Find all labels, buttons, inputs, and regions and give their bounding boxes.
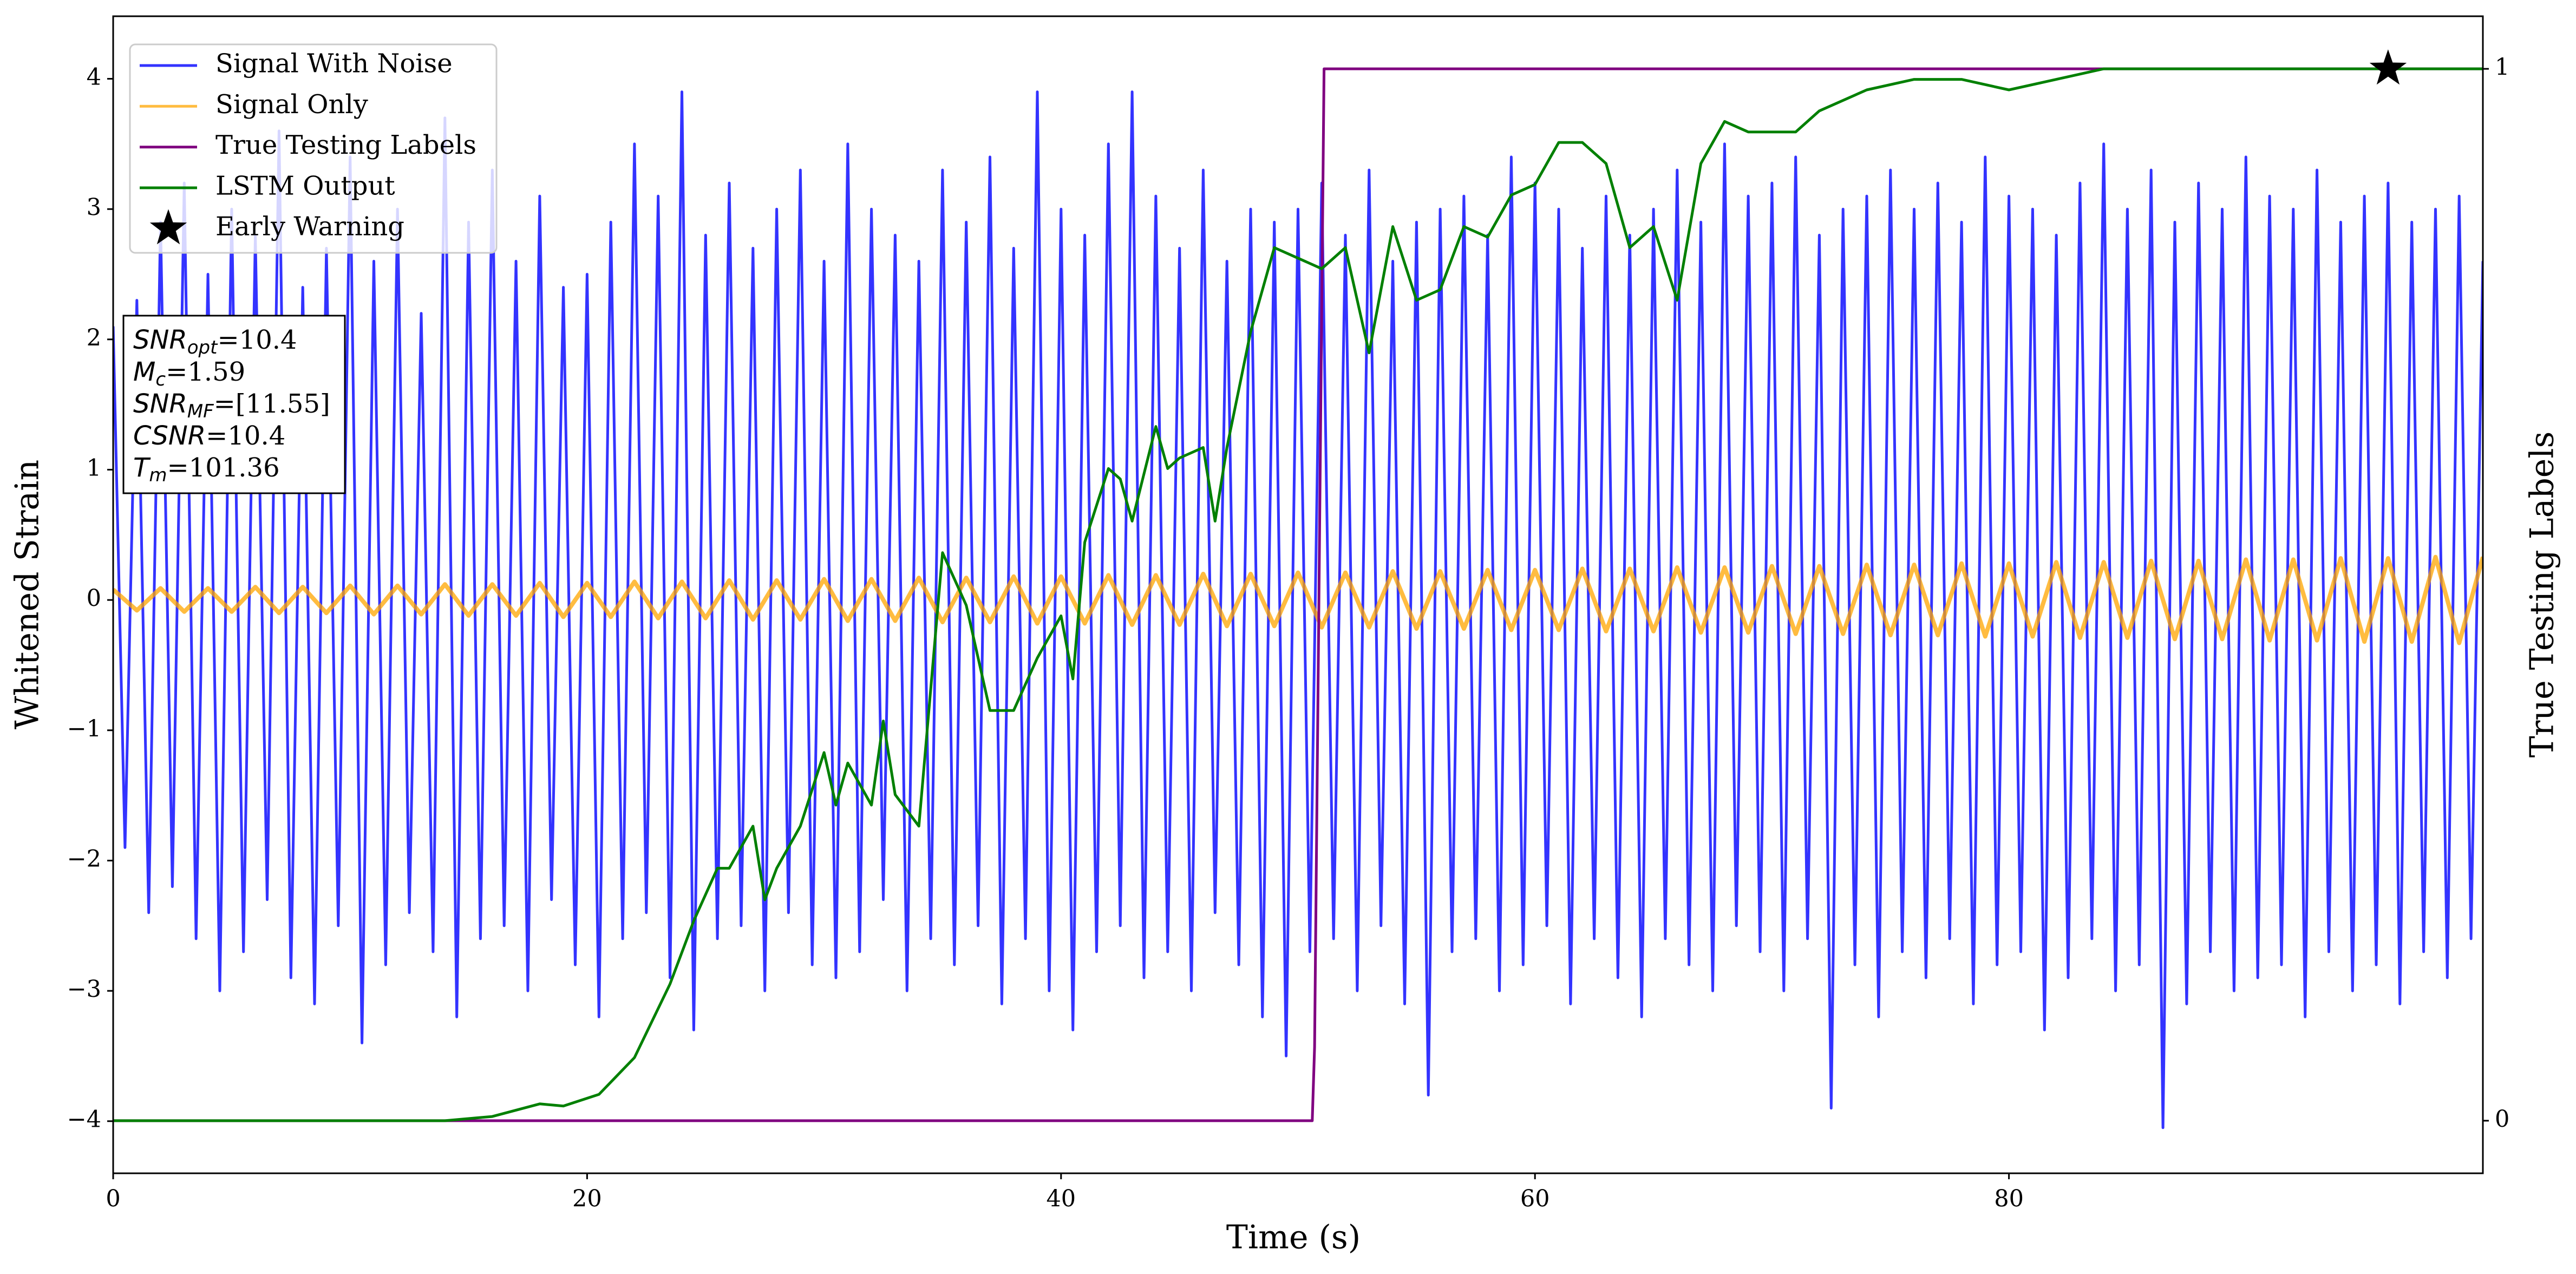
annotation-line: CSNR=10.4 xyxy=(133,421,285,452)
annotation-subscript: MF xyxy=(187,401,214,422)
x-tick-label: 80 xyxy=(1994,1185,2024,1212)
y-tick-label: 4 xyxy=(87,64,101,91)
series-line xyxy=(113,67,2483,1122)
x-tick-label: 0 xyxy=(106,1185,120,1212)
annotation-value: =10.4 xyxy=(206,421,285,451)
y2-axis-label: True Testing Labels xyxy=(2523,432,2561,758)
x-tick-label: 60 xyxy=(1520,1185,1550,1212)
legend-label: LSTM Output xyxy=(215,171,395,201)
annotation-symbol: SNR xyxy=(133,389,187,419)
x-tick-label: 40 xyxy=(1046,1185,1076,1212)
early-warning-marker xyxy=(2369,49,2407,85)
annotation-line: Mc=1.59 xyxy=(133,357,245,390)
annotation-value: =101.36 xyxy=(167,453,279,483)
plot-area xyxy=(113,49,2483,1129)
x-tick-label: 20 xyxy=(572,1185,602,1212)
series-line xyxy=(113,90,2483,1129)
legend-label: Early Warning xyxy=(215,212,404,242)
y-axis-label: Whitened Strain xyxy=(9,460,47,729)
x-axis-label: Time (s) xyxy=(1226,1219,1361,1257)
legend: Signal With Noise Signal Only True Testing… xyxy=(129,43,498,254)
annotation-value: =1.59 xyxy=(166,357,245,387)
annotation-symbol: M xyxy=(133,357,155,387)
legend-box xyxy=(129,43,498,254)
annotation-line: SNRopt=10.4 xyxy=(133,325,297,358)
y2-tick-label: 0 xyxy=(2495,1106,2509,1133)
y-tick-label: 1 xyxy=(87,454,101,481)
y-tick-label: −4 xyxy=(67,1106,101,1133)
annotation-symbol: T xyxy=(133,453,151,483)
annotation-box xyxy=(122,315,346,494)
legend-marker xyxy=(149,209,187,245)
annotation-subscript: c xyxy=(155,369,166,390)
y-tick-label: 0 xyxy=(87,585,101,612)
legend-label: Signal With Noise xyxy=(215,49,453,79)
y-tick-label: −3 xyxy=(67,976,101,1003)
y-tick-label: 2 xyxy=(87,324,101,351)
y-tick-label: 3 xyxy=(87,194,101,221)
y-tick-label: −2 xyxy=(67,845,101,872)
legend-label: True Testing Labels xyxy=(215,130,476,160)
annotation: SNRopt=10.4Mc=1.59SNRMF=[11.55]CSNR=10.4… xyxy=(122,315,346,494)
annotation-subscript: opt xyxy=(187,337,218,358)
annotation-line: SNRMF=[11.55] xyxy=(133,389,330,422)
annotation-value: =[11.55] xyxy=(214,389,330,419)
annotation-subscript: m xyxy=(149,465,167,486)
series-line xyxy=(113,554,2483,645)
series-line xyxy=(113,67,2483,1122)
axes-frame xyxy=(112,15,2484,1174)
y2-tick-label: 1 xyxy=(2495,54,2509,81)
legend-label: Signal Only xyxy=(215,89,368,120)
annotation-symbol: CSNR xyxy=(133,421,206,451)
annotation-value: =10.4 xyxy=(217,325,297,355)
y-tick-label: −1 xyxy=(67,715,101,742)
annotation-line: Tm=101.36 xyxy=(133,453,280,486)
annotation-symbol: SNR xyxy=(133,325,187,355)
